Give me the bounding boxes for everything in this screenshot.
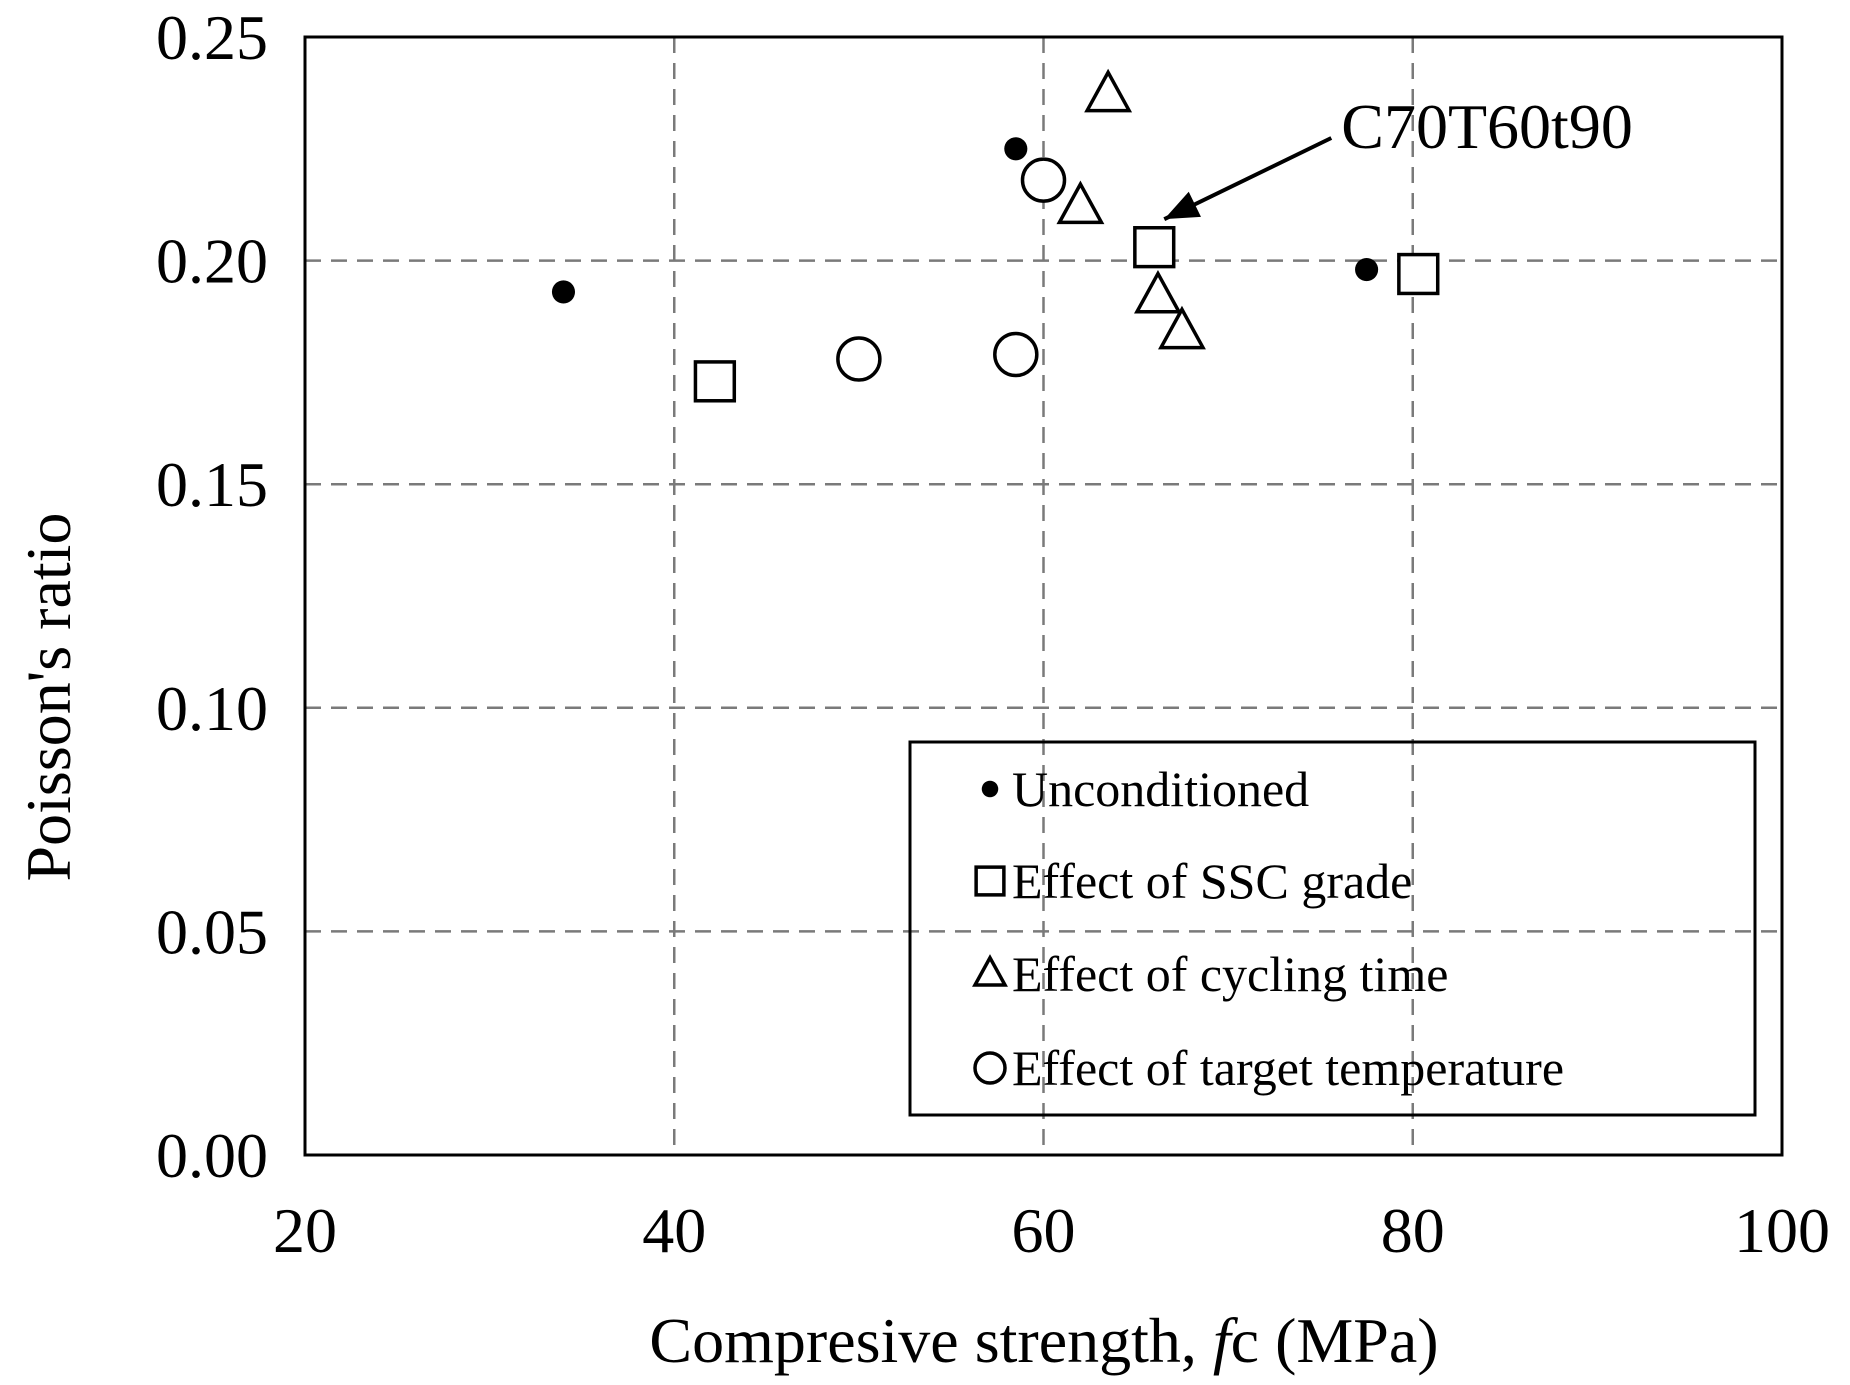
data-point-s2-p3	[1158, 305, 1206, 350]
x-tick-label: 40	[642, 1195, 706, 1266]
data-point-s0-p0	[551, 280, 576, 304]
legend-label-2: Effect of cycling time	[1012, 946, 1448, 1002]
legend-label-3: Effect of target temperature	[1012, 1040, 1564, 1096]
data-point-s2-p0	[1084, 68, 1133, 113]
data-point-s2-p2	[1134, 269, 1182, 314]
plot-frame	[303, 35, 1784, 1157]
y-tick-label: 0.25	[156, 2, 268, 73]
x-axis-title-subscript: c	[1231, 1305, 1259, 1376]
x-tick-labels: 20 40 60 80 100	[273, 1195, 1830, 1266]
data-point-s0-p2	[1355, 257, 1379, 282]
data-point-s1-p0	[693, 360, 737, 403]
legend-marker-0	[981, 780, 999, 798]
legend-marker-1	[974, 865, 1006, 897]
data-point-s3-p0	[1020, 157, 1067, 203]
x-tick-label: 20	[273, 1195, 337, 1266]
legend-label-1: Effect of SSC grade	[1012, 853, 1412, 909]
y-axis-title: Poisson's ratio	[13, 513, 84, 882]
annotations: C70T60t90	[1163, 91, 1633, 221]
legend-marker-2	[972, 954, 1008, 987]
data-point-s3-p2	[993, 331, 1039, 378]
data-point-s3-p1	[836, 336, 882, 382]
y-tick-label: 0.20	[156, 226, 268, 297]
y-tick-label: 0.00	[156, 1120, 268, 1191]
x-tick-label: 100	[1734, 1195, 1830, 1266]
data-point-s0-p1	[1004, 137, 1028, 161]
grid-lines	[305, 37, 1782, 1155]
y-tick-label: 0.10	[156, 673, 268, 744]
y-tick-labels: 0.00 0.05 0.10 0.15 0.20 0.25	[156, 2, 268, 1191]
y-tick-label: 0.15	[156, 449, 268, 520]
legend-box	[908, 740, 1757, 1117]
x-axis-title-suffix: (MPa)	[1259, 1305, 1439, 1376]
legend: Unconditioned Effect of SSC grade Effect o…	[908, 740, 1757, 1117]
data-point-s2-p1	[1056, 180, 1105, 225]
data-point-s1-p2	[1397, 252, 1440, 296]
x-tick-label: 60	[1012, 1195, 1076, 1266]
y-tick-label: 0.05	[156, 896, 268, 967]
annotation-arrow-head	[1164, 191, 1201, 220]
legend-marker-3	[973, 1051, 1007, 1085]
data-point-s1-p1	[1133, 226, 1176, 269]
x-axis-title-prefix: Compresive strength,	[649, 1305, 1212, 1376]
x-tick-label: 80	[1381, 1195, 1445, 1266]
x-axis-title: Compresive strength, fc (MPa)	[649, 1305, 1438, 1376]
annotation-label: C70T60t90	[1341, 91, 1633, 162]
data-markers	[551, 68, 1440, 403]
legend-label-0: Unconditioned	[1012, 761, 1309, 817]
